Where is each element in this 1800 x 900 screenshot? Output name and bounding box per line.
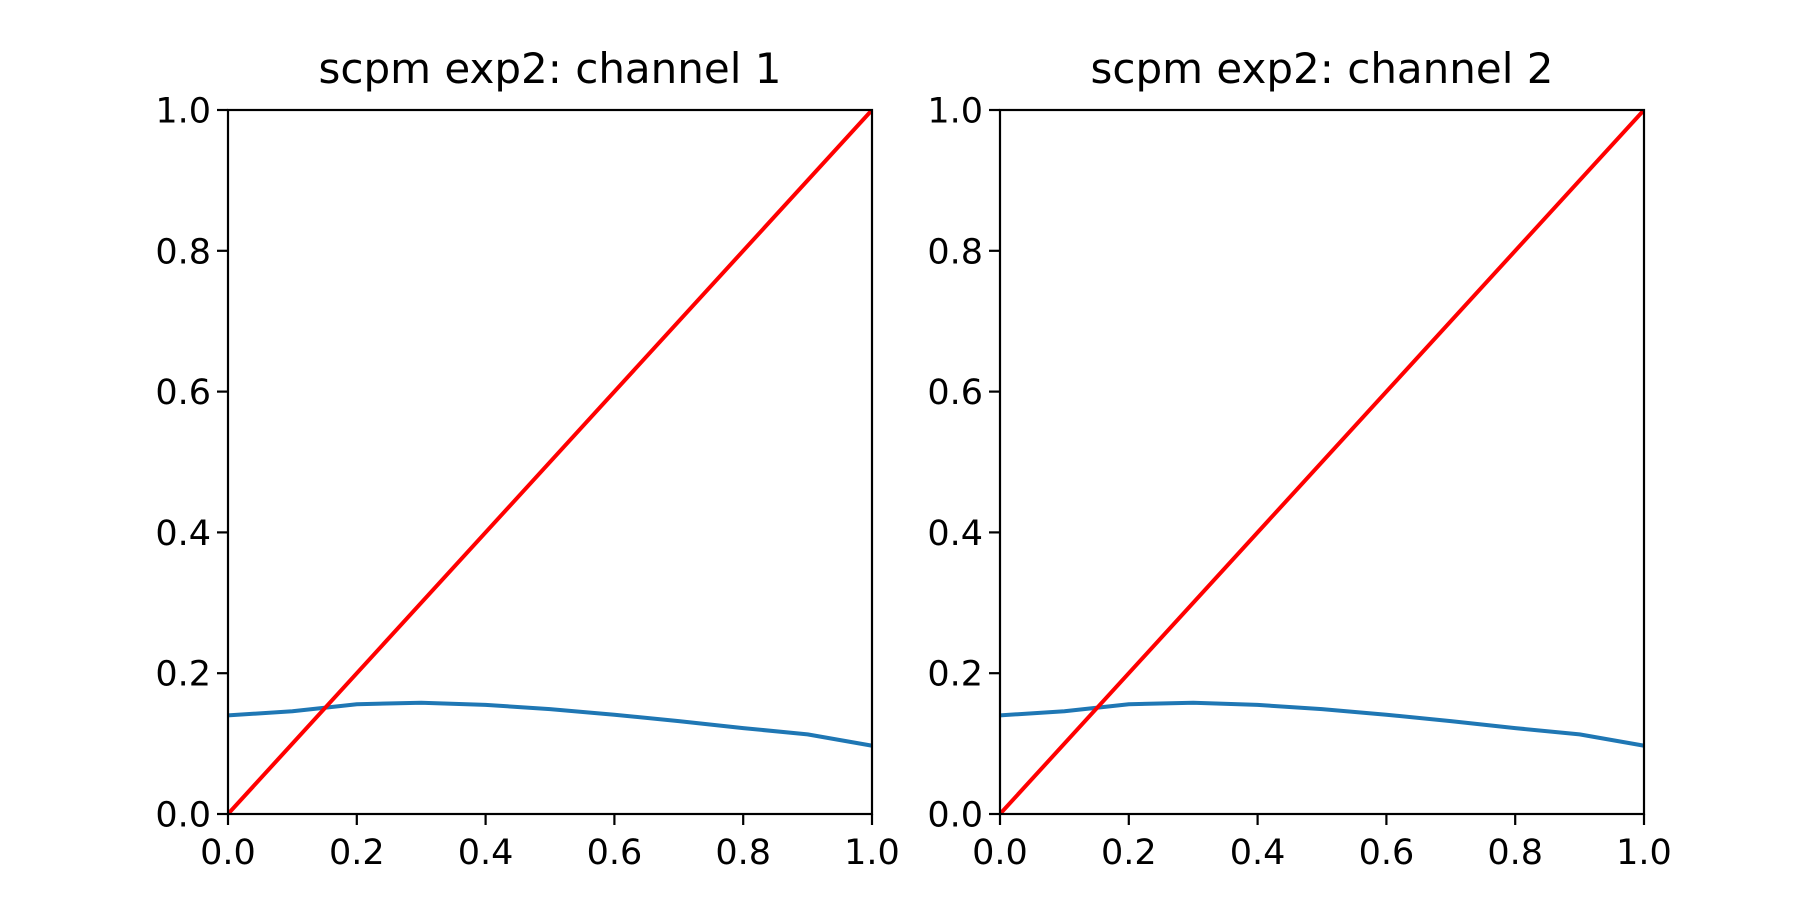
x-tick-label: 0.0 — [200, 833, 256, 873]
y-axis: 0.0 0.2 0.4 0.6 0.8 1.0 — [927, 92, 1000, 836]
y-tick-label: 0.4 — [927, 514, 983, 554]
x-tick-label: 1.0 — [1616, 833, 1672, 873]
plot-area — [228, 110, 872, 814]
subplot-channel-2: scpm exp2: channel 2 0.00.20.40.60.81.0 … — [927, 44, 1672, 873]
axes-frame — [998, 108, 1646, 816]
x-tick-label: 0.6 — [587, 833, 643, 873]
x-tick-label: 0.8 — [1487, 833, 1543, 873]
x-tick-label: 0.6 — [1359, 833, 1415, 873]
x-tick-label: 0.4 — [458, 833, 514, 873]
series-line-2 — [1000, 110, 1644, 814]
x-tick-label: 1.0 — [844, 833, 900, 873]
x-tick-label: 0.2 — [329, 833, 385, 873]
y-tick-label: 1.0 — [155, 92, 211, 132]
y-tick-label: 0.6 — [927, 373, 983, 413]
y-tick-label: 0.8 — [927, 232, 983, 272]
y-tick-label: 1.0 — [927, 92, 983, 132]
y-axis: 0.0 0.2 0.4 0.6 0.8 1.0 — [155, 92, 228, 836]
x-tick-label: 0.8 — [715, 833, 771, 873]
series-line-2 — [228, 110, 872, 814]
plot-area — [1000, 110, 1644, 814]
y-tick-label: 0.8 — [155, 232, 211, 272]
y-tick-label: 0.2 — [927, 655, 983, 695]
subplot-channel-1: scpm exp2: channel 1 0.00.20.40.60.81.0 … — [155, 44, 900, 873]
x-axis: 0.0 0.2 0.4 0.6 0.8 1.0 — [972, 814, 1672, 873]
chart-title: scpm exp2: channel 2 — [1090, 44, 1553, 93]
x-tick-label: 0.0 — [972, 833, 1028, 873]
x-tick-label: 0.2 — [1101, 833, 1157, 873]
y-tick-label: 0.6 — [155, 373, 211, 413]
x-tick-label: 0.4 — [1230, 833, 1286, 873]
y-tick-label: 0.2 — [155, 655, 211, 695]
x-axis: 0.0 0.2 0.4 0.6 0.8 1.0 — [200, 814, 900, 873]
chart-title: scpm exp2: channel 1 — [318, 44, 781, 93]
series-line-1 — [228, 700, 872, 748]
y-tick-label: 0.0 — [155, 796, 211, 836]
y-tick-label: 0.4 — [155, 514, 211, 554]
y-tick-label: 0.0 — [927, 796, 983, 836]
series-line-1 — [1000, 700, 1644, 748]
axes-frame — [226, 108, 874, 816]
